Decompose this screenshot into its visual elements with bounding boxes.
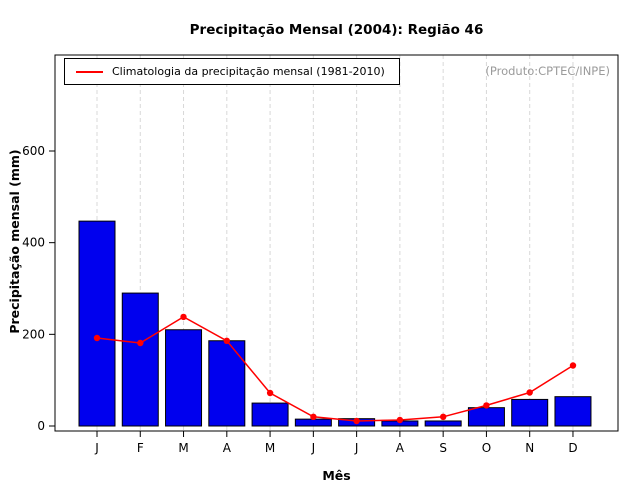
bar (121, 292, 159, 427)
line-point (223, 337, 230, 344)
x-tick-label: S (439, 441, 447, 455)
x-tick-label: J (354, 441, 359, 455)
x-tick-label: A (223, 441, 232, 455)
line-point (310, 413, 317, 420)
line-point (396, 416, 404, 424)
climatology-line (96, 316, 574, 422)
y-axis: 0 200 400 600 (22, 144, 55, 433)
legend: Climatologia da precipitação mensal (198… (64, 58, 400, 85)
line-point (180, 313, 187, 321)
x-axis-title: Mês (322, 468, 351, 483)
line-point (526, 389, 533, 396)
legend-label: Climatologia da precipitação mensal (198… (112, 65, 385, 78)
bar (467, 407, 505, 427)
x-tick-label: O (482, 441, 491, 455)
bar (208, 340, 246, 427)
x-tick-label: J (94, 441, 99, 455)
x-tick-label: F (137, 441, 144, 455)
bar (78, 220, 116, 427)
line-point (440, 413, 447, 420)
y-tick-label: 600 (22, 144, 45, 158)
line-point (266, 389, 274, 397)
bar (511, 398, 549, 427)
line-point (93, 334, 101, 342)
line-point (353, 417, 360, 425)
bars (78, 220, 592, 427)
y-tick-label: 200 (22, 327, 45, 341)
bar (294, 418, 332, 427)
line-point (483, 402, 490, 409)
legend-line-sample (76, 70, 103, 73)
chart-title: Precipitação Mensal (2004): Região 46 (189, 22, 484, 38)
x-tick-label: J (311, 441, 316, 455)
bar (165, 329, 203, 427)
climatology-points (93, 313, 577, 425)
x-tick-label: A (396, 441, 405, 455)
bar (554, 396, 592, 427)
x-tick-label: M (178, 441, 188, 455)
bar (424, 420, 462, 427)
line-point (137, 339, 144, 347)
y-tick-label: 400 (22, 236, 45, 250)
y-tick-label: 0 (37, 419, 45, 433)
x-tick-label: N (525, 441, 534, 455)
product-note: (Produto:CPTEC/INPE) (485, 64, 610, 78)
y-axis-title: Precipitação mensal (mm) (7, 149, 22, 334)
x-tick-label: M (265, 441, 275, 455)
line-point (569, 362, 577, 369)
bar (251, 402, 289, 427)
x-tick-label: D (568, 441, 577, 455)
